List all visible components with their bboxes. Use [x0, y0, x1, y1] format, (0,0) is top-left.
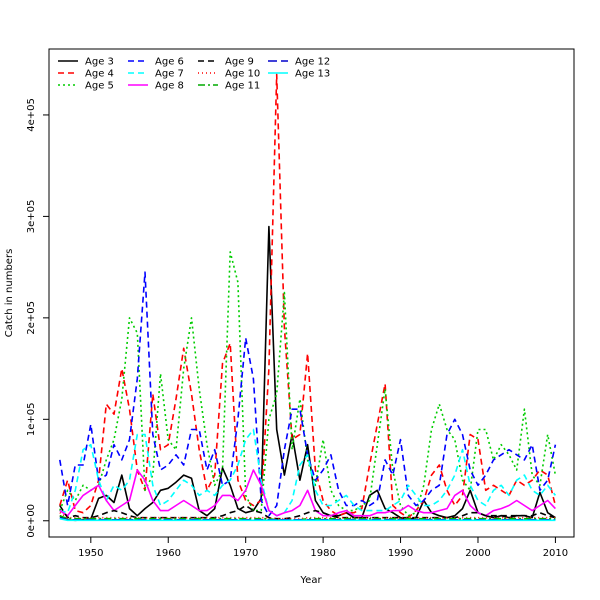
series-line-age-10: [59, 512, 556, 520]
legend-label: Age 8: [155, 81, 184, 92]
legend-item-age-5: Age 5: [58, 81, 114, 92]
legend-label: Age 6: [155, 57, 184, 68]
x-tick-label: 1960: [156, 548, 181, 559]
y-tick-label: 4e+05: [26, 98, 37, 132]
x-tick-label: 1980: [310, 548, 335, 559]
legend-item-age-12: Age 12: [268, 57, 330, 68]
x-tick-label: 2010: [543, 548, 568, 559]
legend-label: Age 5: [85, 81, 114, 92]
series-line-age-8: [59, 469, 556, 517]
legend-label: Age 9: [225, 57, 254, 68]
x-tick-label: 1970: [233, 548, 258, 559]
legend-label: Age 13: [295, 69, 330, 80]
x-tick-label: 1950: [78, 548, 103, 559]
legend-label: Age 3: [85, 57, 114, 68]
legend-label: Age 4: [85, 69, 114, 80]
legend-item-age-9: Age 9: [198, 57, 254, 68]
legend-item-age-6: Age 6: [128, 57, 184, 68]
series-line-age-5: [59, 251, 557, 517]
y-tick-label: 0e+00: [26, 504, 37, 538]
x-tick-label: 2000: [465, 548, 490, 559]
legend-label: Age 7: [155, 69, 184, 80]
x-tick-label: 1990: [388, 548, 413, 559]
legend-item-age-13: Age 13: [268, 69, 330, 80]
y-axis-title: Catch in numbers: [4, 249, 15, 338]
plot-frame: [48, 48, 575, 538]
legend-item-age-4: Age 4: [58, 69, 114, 80]
legend-label: Age 11: [225, 81, 260, 92]
legend-item-age-3: Age 3: [58, 57, 114, 68]
y-tick-label: 1e+05: [26, 402, 37, 436]
series-line-age-13: [59, 517, 556, 522]
y-tick-label: 3e+05: [26, 200, 37, 234]
series-line-age-3: [59, 225, 556, 522]
legend-item-age-7: Age 7: [128, 69, 184, 80]
series-line-age-4: [59, 73, 557, 519]
y-axis: 0e+00 1e+05 2e+05 3e+05 4e+05: [26, 98, 49, 538]
series-line-age-7: [59, 428, 557, 517]
legend-label: Age 12: [295, 57, 330, 68]
y-tick-label: 2e+05: [26, 301, 37, 335]
legend-item-age-8: Age 8: [128, 81, 184, 92]
legend-item-age-11: Age 11: [198, 81, 260, 92]
x-axis-title: Year: [299, 575, 322, 586]
series-layer: [59, 73, 557, 522]
legend-label: Age 10: [225, 69, 260, 80]
legend-item-age-10: Age 10: [198, 69, 260, 80]
x-axis: 1950 1960 1970 1980 1990 2000 2010: [78, 537, 568, 559]
